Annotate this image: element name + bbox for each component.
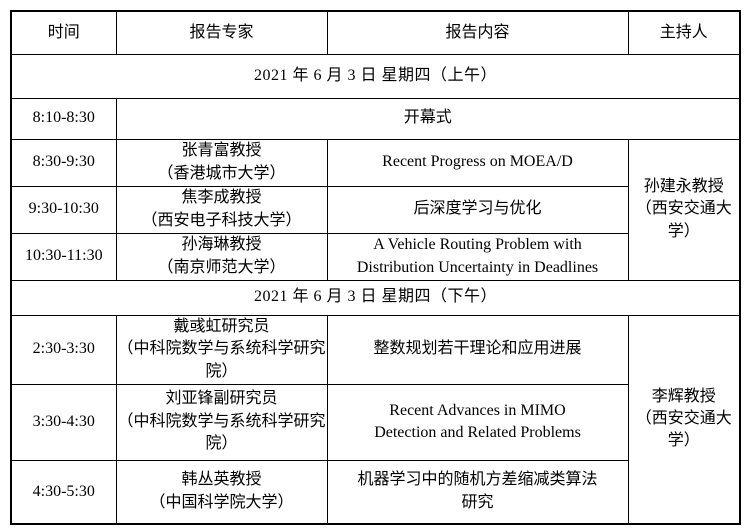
header-topic: 报告内容 — [326, 10, 629, 55]
talk-row: 2:30-3:30 戴彧虹研究员 （中科院数学与系统科学研究院） 整数规划若干理… — [10, 314, 741, 525]
date-banner-row-afternoon: 2021 年 6 月 3 日 星期四（下午） — [10, 279, 741, 316]
talk-topic: A Vehicle Routing Problem with Distribut… — [326, 232, 629, 281]
speaker-name: 韩丛英教授 — [181, 471, 262, 489]
time-cell: 10:30-11:30 — [10, 232, 117, 281]
opening-ceremony-title: 开幕式 — [115, 97, 741, 140]
date-banner-afternoon: 2021 年 6 月 3 日 星期四（下午） — [10, 279, 741, 316]
host-affiliation: （西安交通大学） — [635, 200, 732, 240]
talk-row: 8:30-9:30 张青富教授 （香港城市大学） Recent Progress… — [10, 138, 741, 281]
speaker-cell: 焦李成教授 （西安电子科技大学） — [115, 185, 328, 234]
time-cell: 8:30-9:30 — [10, 138, 117, 187]
talk-topic: 机器学习中的随机方差缩减类算法 研究 — [326, 459, 629, 525]
host-name: 李辉教授 — [651, 387, 716, 405]
talk-topic: 整数规划若干理论和应用进展 — [326, 314, 629, 385]
header-speaker: 报告专家 — [115, 10, 328, 55]
talk-topic: Recent Advances in MIMO Detection and Re… — [326, 383, 629, 461]
time-cell: 9:30-10:30 — [10, 185, 117, 234]
speaker-cell: 孙海琳教授 （南京师范大学） — [115, 232, 328, 281]
speaker-name: 戴彧虹研究员 — [173, 317, 270, 335]
speaker-name: 焦李成教授 — [181, 189, 262, 207]
speaker-name: 张青富教授 — [181, 142, 262, 160]
host-cell-morning: 孙建永教授 （西安交通大学） — [627, 138, 741, 281]
speaker-name: 孙海琳教授 — [181, 236, 262, 254]
speaker-cell: 张青富教授 （香港城市大学） — [115, 138, 328, 187]
host-name: 孙建永教授 — [643, 177, 724, 195]
time-cell: 4:30-5:30 — [10, 459, 117, 525]
speaker-affiliation: （中科院数学与系统科学研究院） — [117, 412, 326, 453]
host-cell-afternoon: 李辉教授 （西安交通大学） — [627, 314, 741, 525]
talk-row: 10:30-11:30 孙海琳教授 （南京师范大学） A Vehicle Rou… — [10, 232, 740, 281]
speaker-affiliation: （香港城市大学） — [157, 164, 286, 182]
time-cell: 8:10-8:30 — [10, 97, 117, 140]
speaker-affiliation: （南京师范大学） — [157, 258, 286, 276]
talk-topic: 后深度学习与优化 — [326, 185, 629, 234]
talk-row: 3:30-4:30 刘亚锋副研究员 （中科院数学与系统科学研究院） Recent… — [10, 383, 740, 461]
opening-ceremony-row: 8:10-8:30 开幕式 — [10, 97, 741, 140]
conference-schedule-table: 时间 报告专家 报告内容 主持人 2021 年 6 月 3 日 星期四（上午） … — [10, 10, 741, 525]
talk-row: 9:30-10:30 焦李成教授 （西安电子科技大学） 后深度学习与优化 — [10, 185, 740, 234]
host-affiliation: （西安交通大学） — [635, 410, 732, 450]
date-banner-row-morning: 2021 年 6 月 3 日 星期四（上午） — [10, 53, 741, 99]
header-time: 时间 — [10, 10, 117, 55]
date-banner-morning: 2021 年 6 月 3 日 星期四（上午） — [10, 53, 741, 99]
speaker-name: 刘亚锋副研究员 — [165, 390, 278, 408]
speaker-cell: 韩丛英教授 （中国科学院大学） — [115, 459, 328, 525]
speaker-cell: 刘亚锋副研究员 （中科院数学与系统科学研究院） — [115, 383, 328, 461]
speaker-affiliation: （中国科学院大学） — [149, 493, 294, 511]
time-cell: 3:30-4:30 — [10, 383, 117, 461]
header-host: 主持人 — [627, 10, 741, 55]
speaker-affiliation: （西安电子科技大学） — [141, 211, 302, 229]
speaker-affiliation: （中科院数学与系统科学研究院） — [117, 340, 326, 380]
talk-row: 4:30-5:30 韩丛英教授 （中国科学院大学） 机器学习中的随机方差缩减类算… — [10, 459, 740, 525]
talk-topic: Recent Progress on MOEA/D — [326, 138, 629, 187]
speaker-cell: 戴彧虹研究员 （中科院数学与系统科学研究院） — [115, 314, 328, 385]
time-cell: 2:30-3:30 — [10, 314, 117, 385]
table-header-row: 时间 报告专家 报告内容 主持人 — [10, 10, 741, 55]
